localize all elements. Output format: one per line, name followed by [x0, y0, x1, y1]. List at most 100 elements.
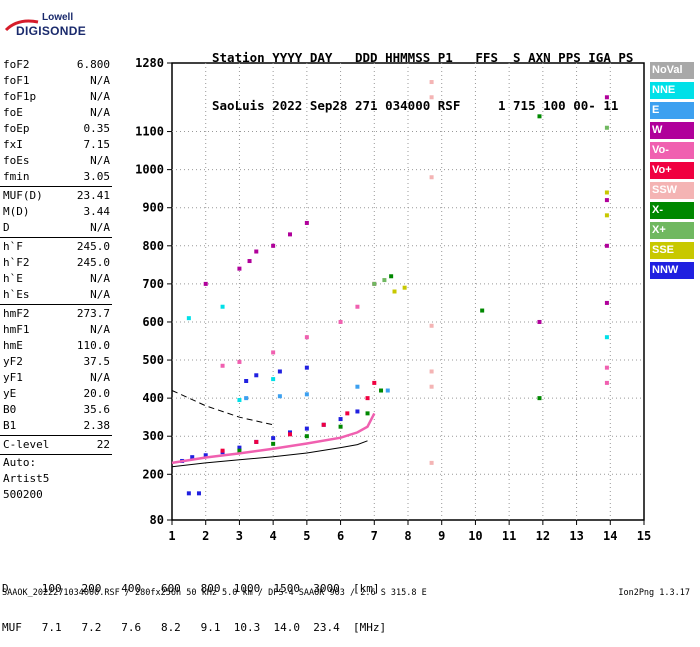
- data-point-w: [604, 95, 609, 100]
- data-point-nnw: [304, 426, 309, 431]
- param-value: 20.0: [83, 387, 111, 400]
- data-point-nnw: [338, 417, 343, 422]
- param-row: yF2 37.5: [0, 353, 112, 369]
- data-point-x: [304, 434, 309, 439]
- data-point-vo: [604, 365, 609, 370]
- station-header: Station YYYY DAY DDD HHMMSS P1 FFS S AXN…: [212, 18, 633, 130]
- o-trace-fit: [171, 412, 376, 465]
- data-point-ssw: [429, 175, 434, 180]
- data-point-e: [244, 396, 249, 401]
- legend-item-x: X-: [650, 202, 694, 219]
- lowell-digisonde-logo: Lowell DIGISONDE: [2, 10, 102, 46]
- data-point-w: [537, 319, 542, 324]
- data-point-vo: [365, 396, 370, 401]
- x-tick-label: 1: [168, 529, 175, 543]
- param-value: 245.0: [76, 256, 110, 269]
- data-point-vo: [321, 422, 326, 427]
- data-point-w: [304, 220, 309, 225]
- data-point-x: [271, 441, 276, 446]
- data-point-w: [237, 266, 242, 271]
- param-name: yE: [3, 387, 17, 400]
- param-row: foEs N/A: [0, 152, 112, 168]
- param-row: B1 2.38: [0, 417, 112, 433]
- data-point-nnw: [254, 373, 259, 378]
- param-row: yE 20.0: [0, 385, 112, 401]
- param-row: hmE 110.0: [0, 337, 112, 353]
- x-tick-label: 4: [270, 529, 277, 543]
- param-name: C-level: [3, 438, 50, 451]
- x-tick-label: 15: [637, 529, 651, 543]
- param-name: foF2: [3, 58, 30, 71]
- param-value: 7.15: [83, 138, 111, 151]
- data-point-sse: [604, 213, 609, 218]
- param-separator: [0, 304, 112, 305]
- data-point-x: [604, 125, 609, 130]
- param-name: foEp: [3, 122, 30, 135]
- data-point-e: [385, 388, 390, 393]
- y-tick-label: 300: [142, 429, 164, 443]
- data-point-vo: [355, 304, 360, 309]
- x-tick-label: 9: [438, 529, 445, 543]
- param-value: 22: [96, 438, 110, 451]
- param-value: 37.5: [83, 355, 111, 368]
- param-row: C-level 22: [0, 436, 112, 452]
- x-tick-label: 5: [303, 529, 310, 543]
- header-values: SaoLuis 2022 Sep28 271 034000 RSF 1 715 …: [212, 98, 619, 113]
- x-tick-label: 8: [404, 529, 411, 543]
- param-value: 110.0: [76, 339, 110, 352]
- y-tick-label: 1000: [135, 163, 164, 177]
- x-tick-label: 10: [468, 529, 482, 543]
- param-value: N/A: [90, 74, 110, 87]
- data-point-vo: [271, 350, 276, 355]
- legend-item-vo: Vo-: [650, 142, 694, 159]
- data-point-nne: [237, 398, 242, 403]
- param-value: 3.05: [83, 170, 111, 183]
- y-tick-label: 700: [142, 277, 164, 291]
- x-tick-label: 3: [236, 529, 243, 543]
- param-row: M(D) 3.44: [0, 203, 112, 219]
- param-value: N/A: [90, 272, 110, 285]
- data-point-nnw: [237, 445, 242, 450]
- data-point-nnw: [186, 491, 191, 496]
- param-value: 23.41: [76, 189, 110, 202]
- data-point-sse: [392, 289, 397, 294]
- data-point-x: [480, 308, 485, 313]
- param-row: foE N/A: [0, 104, 112, 120]
- x-tick-label: 6: [337, 529, 344, 543]
- data-point-w: [604, 243, 609, 248]
- param-row: D N/A: [0, 219, 112, 235]
- param-name: foEs: [3, 154, 30, 167]
- autoscale-line: Auto:: [3, 456, 37, 469]
- param-name: hmE: [3, 339, 23, 352]
- header-labels: Station YYYY DAY DDD HHMMSS P1 FFS S AXN…: [212, 50, 634, 65]
- param-row: hmF1 N/A: [0, 321, 112, 337]
- param-name: fxI: [3, 138, 23, 151]
- data-point-vo: [304, 335, 309, 340]
- data-point-w: [254, 249, 259, 254]
- param-name: B0: [3, 403, 17, 416]
- muf-table: D 100 200 400 600 800 1000 1500 3000 [km…: [2, 556, 386, 647]
- legend-item-noval: NoVal: [650, 62, 694, 79]
- param-row: yF1 N/A: [0, 369, 112, 385]
- logo-swoosh-icon: [4, 19, 39, 32]
- x-trace-dashed: [171, 390, 274, 426]
- param-value: N/A: [90, 154, 110, 167]
- y-tick-label: 400: [142, 391, 164, 405]
- param-row: foF1p N/A: [0, 88, 112, 104]
- data-point-vo: [220, 363, 225, 368]
- legend-item-nnw: NNW: [650, 262, 694, 279]
- y-tick-label: 80: [150, 513, 164, 527]
- y-tick-label: 1100: [135, 125, 164, 139]
- data-point-w: [604, 198, 609, 203]
- footer-version: Ion2Png 1.3.17: [618, 588, 690, 598]
- data-point-x: [537, 114, 542, 119]
- data-point-x: [237, 448, 242, 453]
- param-separator: [0, 435, 112, 436]
- data-point-x: [372, 281, 377, 286]
- data-point-e: [355, 384, 360, 389]
- param-name: MUF(D): [3, 189, 43, 202]
- autoscale-line: Artist5: [3, 472, 50, 485]
- param-separator: [0, 454, 112, 455]
- x-tick-label: 2: [202, 529, 209, 543]
- param-name: fmin: [3, 170, 30, 183]
